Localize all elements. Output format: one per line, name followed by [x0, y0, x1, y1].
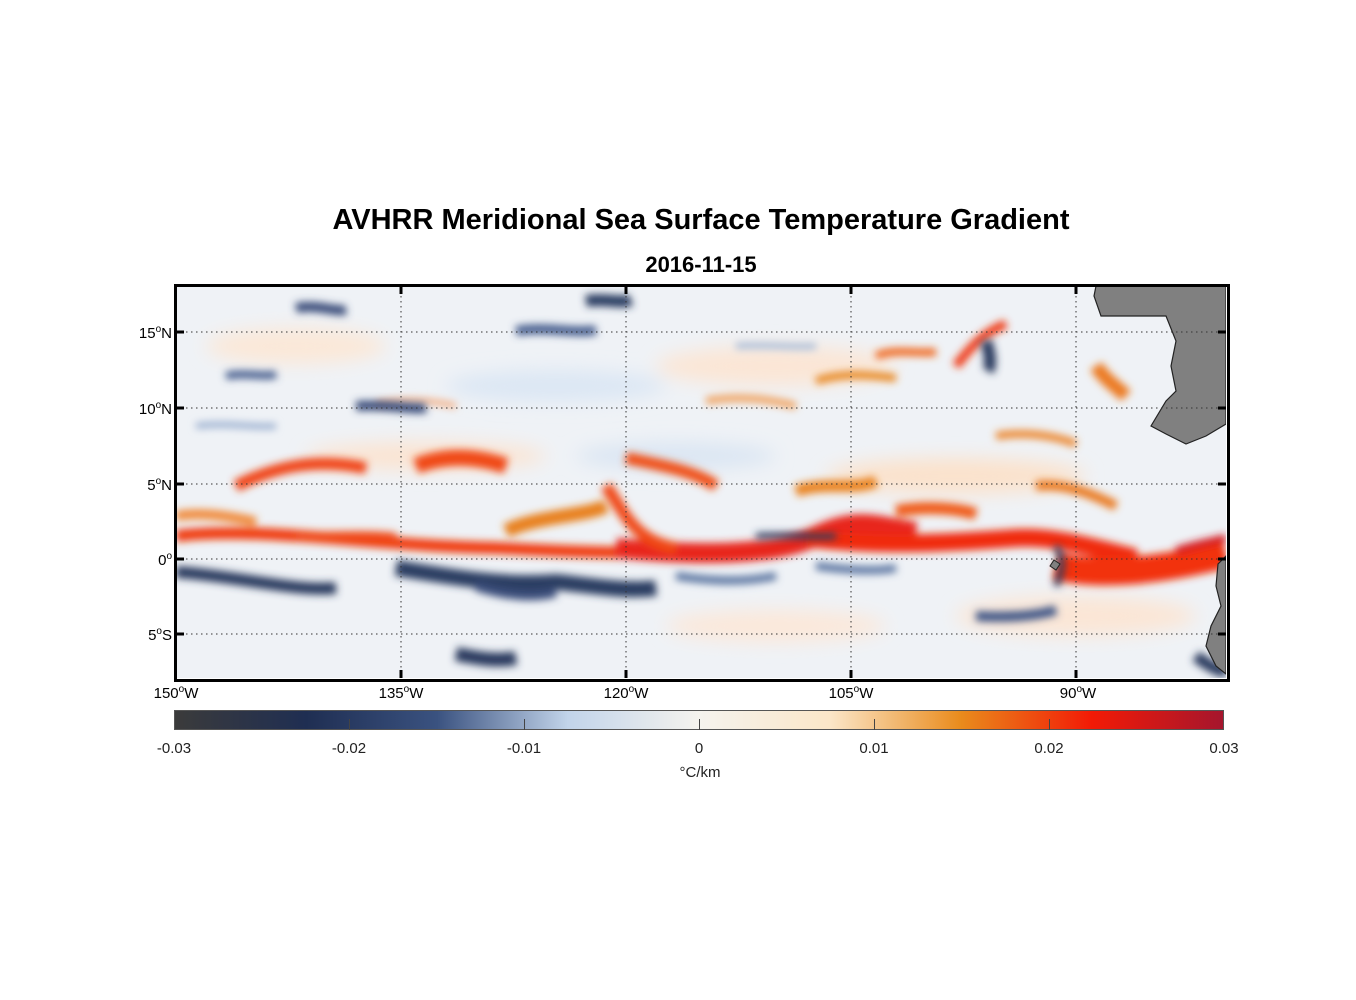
lat-label-5n: 5oN: [147, 476, 172, 494]
colorbar-label: 0.03: [1209, 740, 1239, 757]
galapagos-land: [1049, 559, 1061, 571]
colorbar-label: 0.02: [1034, 740, 1064, 757]
colorbar-unit: °C/km: [679, 764, 721, 781]
colorbar-tick: [699, 719, 700, 730]
positive-gradient-bands: [176, 319, 1226, 586]
sst-gradient-map: [176, 286, 1226, 678]
south-america-land: [1205, 555, 1226, 675]
lat-label-15n: 15oN: [138, 324, 172, 342]
lon-label-120w: 120oW: [603, 684, 649, 702]
graticule: [176, 286, 1226, 678]
colorbar-tick: [1049, 719, 1050, 730]
colorbar-label: -0.02: [331, 740, 367, 757]
colorbar-label: 0: [694, 740, 704, 757]
lon-label-105w: 105oW: [828, 684, 874, 702]
colorbar-label: -0.03: [156, 740, 192, 757]
colorbar-label: 0.01: [859, 740, 889, 757]
lat-label-0: 0o: [158, 551, 172, 569]
lat-label-10n: 10oN: [138, 400, 172, 418]
chart-title: AVHRR Meridional Sea Surface Temperature…: [332, 204, 1070, 236]
colorbar-tick: [349, 719, 350, 730]
frame-ticks: [176, 286, 1226, 678]
negative-gradient-bands: [176, 294, 1226, 678]
colorbar-tick: [874, 719, 875, 730]
colorbar-label: -0.01: [506, 740, 542, 757]
colorbar-tick: [524, 719, 525, 730]
chart-subtitle: 2016-11-15: [645, 252, 757, 277]
lon-label-90w: 90oW: [1059, 684, 1097, 702]
map-svg: [176, 286, 1226, 678]
lat-label-5s: 5oS: [148, 626, 172, 644]
central-america-land: [901, 286, 1226, 445]
lon-label-135w: 135oW: [378, 684, 424, 702]
lon-label-150w: 150oW: [153, 684, 199, 702]
